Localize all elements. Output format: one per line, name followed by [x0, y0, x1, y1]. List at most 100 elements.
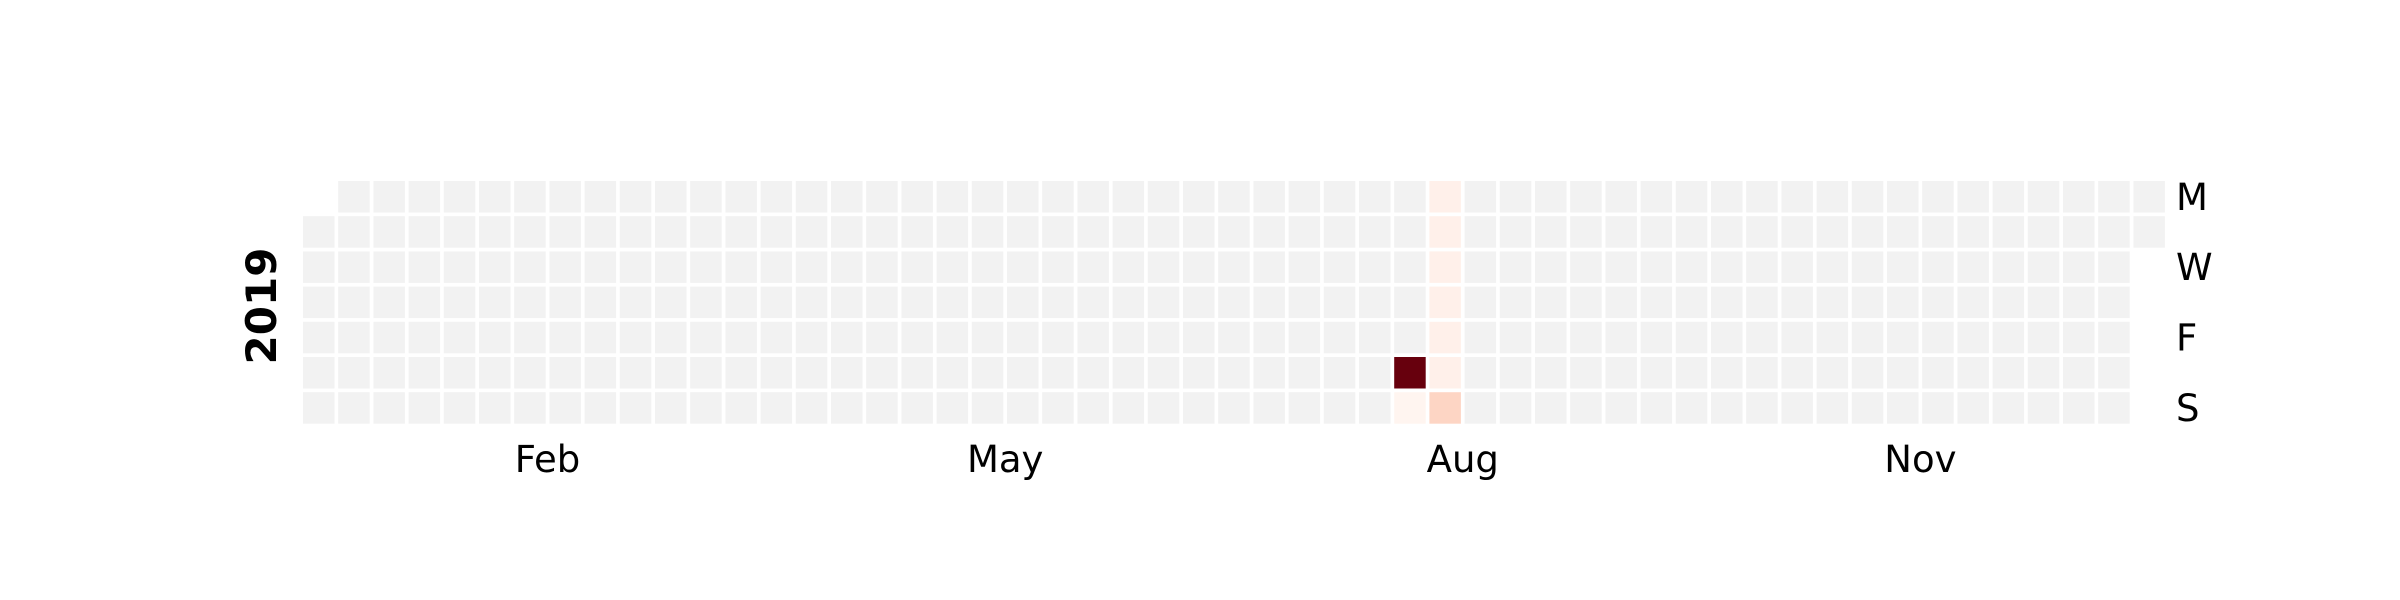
heatmap-cell	[1957, 392, 1989, 424]
heatmap-cell	[2098, 181, 2130, 213]
heatmap-cell	[1992, 181, 2025, 213]
heatmap-cell	[1605, 286, 1637, 319]
heatmap-cell	[479, 251, 511, 283]
heatmap-cell	[795, 216, 828, 248]
heatmap-cell	[2027, 181, 2060, 213]
heatmap-cell	[1570, 216, 1602, 248]
heatmap-cell	[2027, 357, 2060, 389]
heatmap-cell	[303, 392, 335, 424]
heatmap-cell	[619, 357, 652, 389]
heatmap-cell	[901, 181, 933, 213]
heatmap-cell	[1007, 392, 1039, 424]
heatmap-cell	[1288, 251, 1321, 283]
heatmap-cell	[866, 216, 898, 248]
heatmap-cell	[408, 286, 441, 319]
heatmap-cell	[1992, 251, 2025, 283]
heatmap-cell-active	[1429, 392, 1461, 424]
heatmap-cell	[584, 181, 617, 213]
weekday-tick-label: W	[2176, 246, 2213, 289]
heatmap-cell	[1711, 216, 1743, 248]
heatmap-cell	[1675, 251, 1708, 283]
heatmap-cell	[1464, 286, 1497, 319]
heatmap-cell	[1922, 251, 1954, 283]
heatmap-cell	[1570, 286, 1602, 319]
heatmap-cell	[338, 181, 370, 213]
heatmap-cell	[1851, 392, 1884, 424]
heatmap-cell	[831, 286, 863, 319]
heatmap-cell	[1922, 392, 1954, 424]
heatmap-cell	[1042, 286, 1074, 319]
heatmap-cell	[1077, 286, 1109, 319]
heatmap-cell	[1887, 216, 1919, 248]
heatmap-cell	[1816, 321, 1849, 354]
heatmap-cell	[1218, 357, 1250, 389]
heatmap-cell	[1042, 251, 1074, 283]
heatmap-cell	[1570, 181, 1602, 213]
heatmap-cell	[1675, 392, 1708, 424]
heatmap-cell	[1851, 181, 1884, 213]
heatmap-cell	[1499, 216, 1532, 248]
heatmap-cell	[1781, 181, 1813, 213]
heatmap-cell	[936, 181, 969, 213]
heatmap-cell	[1218, 251, 1250, 283]
heatmap-cell	[373, 181, 405, 213]
heatmap-cell	[1359, 251, 1391, 283]
heatmap-cell	[866, 321, 898, 354]
heatmap-cell	[2063, 392, 2095, 424]
heatmap-cell	[303, 321, 335, 354]
heatmap-cell	[1359, 216, 1391, 248]
heatmap-cell	[1464, 251, 1497, 283]
heatmap-cell-active	[1429, 181, 1461, 213]
heatmap-cell	[303, 216, 335, 248]
heatmap-cell	[514, 321, 546, 354]
heatmap-cell	[1464, 216, 1497, 248]
heatmap-cell	[1253, 357, 1285, 389]
heatmap-cell	[1499, 286, 1532, 319]
heatmap-cell	[1007, 216, 1039, 248]
heatmap-cell	[1887, 251, 1919, 283]
heatmap-cell	[2098, 286, 2130, 319]
heatmap-cell	[1922, 357, 1954, 389]
heatmap-cell	[1781, 321, 1813, 354]
heatmap-cell	[1147, 181, 1180, 213]
heatmap-cell	[619, 321, 652, 354]
heatmap-cell	[1499, 357, 1532, 389]
heatmap-cell	[584, 251, 617, 283]
heatmap-cell	[1288, 181, 1321, 213]
heatmap-cell	[514, 216, 546, 248]
heatmap-cell	[2027, 251, 2060, 283]
heatmap-cell	[971, 216, 1004, 248]
year-label: 2019	[237, 248, 286, 365]
heatmap-cell	[1077, 357, 1109, 389]
heatmap-cell	[1253, 181, 1285, 213]
heatmap-cell	[1394, 321, 1426, 354]
heatmap-cell	[1746, 392, 1778, 424]
heatmap-cell	[1675, 216, 1708, 248]
heatmap-cell-active	[1429, 216, 1461, 248]
heatmap-cell	[1218, 392, 1250, 424]
heatmap-cell	[725, 286, 757, 319]
heatmap-cell	[1042, 357, 1074, 389]
heatmap-cell	[936, 251, 969, 283]
heatmap-cell	[1323, 321, 1356, 354]
heatmap-cell	[1816, 251, 1849, 283]
heatmap-cell	[1147, 286, 1180, 319]
heatmap-cell	[373, 392, 405, 424]
heatmap-cell	[1746, 251, 1778, 283]
heatmap-cell	[1218, 321, 1250, 354]
heatmap-cell	[655, 357, 687, 389]
heatmap-cell	[1464, 357, 1497, 389]
heatmap-cell	[725, 216, 757, 248]
heatmap-cell	[303, 357, 335, 389]
heatmap-cell	[1675, 321, 1708, 354]
heatmap-cell	[1253, 286, 1285, 319]
heatmap-cell	[1183, 286, 1215, 319]
heatmap-cell	[1605, 321, 1637, 354]
heatmap-cell	[2098, 321, 2130, 354]
heatmap-cell	[901, 286, 933, 319]
heatmap-cell	[1077, 181, 1109, 213]
heatmap-cell	[690, 357, 722, 389]
heatmap-cell	[795, 392, 828, 424]
heatmap-cell	[725, 321, 757, 354]
heatmap-cell	[2063, 286, 2095, 319]
